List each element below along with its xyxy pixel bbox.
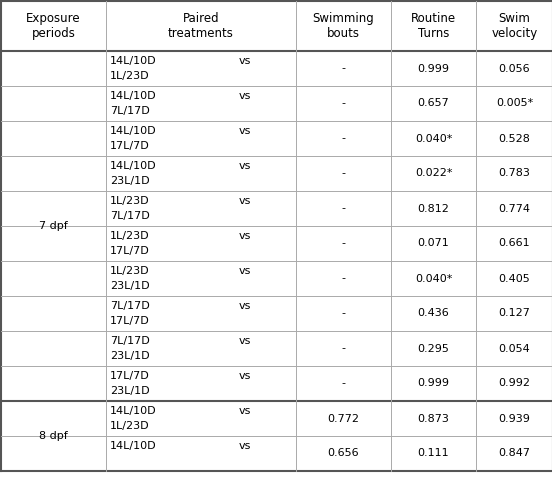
Text: 7L/17D: 7L/17D <box>110 211 150 221</box>
Text: 0.040*: 0.040* <box>415 133 452 144</box>
Text: 0.656: 0.656 <box>328 448 359 458</box>
Text: 1L/23D: 1L/23D <box>110 231 150 241</box>
Text: -: - <box>342 239 346 249</box>
Text: 0.657: 0.657 <box>418 98 449 108</box>
Text: 23L/1D: 23L/1D <box>110 281 150 291</box>
Text: vs: vs <box>239 301 251 311</box>
Text: vs: vs <box>239 266 251 276</box>
Text: 0.999: 0.999 <box>417 379 449 388</box>
Text: 14L/10D: 14L/10D <box>110 126 157 136</box>
Text: -: - <box>342 379 346 388</box>
Text: 23L/1D: 23L/1D <box>110 176 150 186</box>
Text: 0.661: 0.661 <box>498 239 530 249</box>
Text: 17L/7D: 17L/7D <box>110 371 150 381</box>
Text: -: - <box>342 309 346 319</box>
Text: 17L/7D: 17L/7D <box>110 246 150 256</box>
Text: 0.054: 0.054 <box>498 344 530 353</box>
Text: vs: vs <box>239 441 251 451</box>
Text: 14L/10D: 14L/10D <box>110 91 157 101</box>
Text: 7L/17D: 7L/17D <box>110 336 150 346</box>
Text: vs: vs <box>239 56 251 66</box>
Text: 0.127: 0.127 <box>498 309 530 319</box>
Text: Paired
treatments: Paired treatments <box>168 12 234 40</box>
Text: 0.111: 0.111 <box>418 448 449 458</box>
Text: 0.295: 0.295 <box>417 344 449 353</box>
Text: 17L/7D: 17L/7D <box>110 141 150 151</box>
Text: 0.022*: 0.022* <box>415 168 452 179</box>
Text: 0.873: 0.873 <box>417 413 449 423</box>
Text: vs: vs <box>239 336 251 346</box>
Text: vs: vs <box>239 371 251 381</box>
Text: 1L/23D: 1L/23D <box>110 71 150 81</box>
Text: 0.005*: 0.005* <box>496 98 533 108</box>
Text: 7 dpf: 7 dpf <box>39 221 68 231</box>
Text: -: - <box>342 204 346 214</box>
Text: vs: vs <box>239 196 251 206</box>
Text: 0.436: 0.436 <box>418 309 449 319</box>
Text: 0.992: 0.992 <box>498 379 530 388</box>
Text: -: - <box>342 168 346 179</box>
Text: 0.783: 0.783 <box>498 168 530 179</box>
Text: 0.405: 0.405 <box>498 274 530 284</box>
Text: 1L/23D: 1L/23D <box>110 421 150 431</box>
Text: -: - <box>342 63 346 73</box>
Text: 0.528: 0.528 <box>498 133 530 144</box>
Text: vs: vs <box>239 161 251 171</box>
Text: Swim
velocity: Swim velocity <box>491 12 538 40</box>
Text: 14L/10D: 14L/10D <box>110 161 157 171</box>
Text: Swimming
bouts: Swimming bouts <box>312 12 374 40</box>
Text: 14L/10D: 14L/10D <box>110 406 157 416</box>
Text: 7L/17D: 7L/17D <box>110 301 150 311</box>
Text: 0.939: 0.939 <box>498 413 530 423</box>
Text: -: - <box>342 98 346 108</box>
Text: 23L/1D: 23L/1D <box>110 351 150 361</box>
Text: vs: vs <box>239 126 251 136</box>
Text: 17L/7D: 17L/7D <box>110 316 150 326</box>
Text: -: - <box>342 344 346 353</box>
Text: Routine
Turns: Routine Turns <box>411 12 456 40</box>
Text: 0.812: 0.812 <box>417 204 449 214</box>
Text: 14L/10D: 14L/10D <box>110 56 157 66</box>
Text: -: - <box>342 133 346 144</box>
Text: vs: vs <box>239 406 251 416</box>
Text: 14L/10D: 14L/10D <box>110 441 157 451</box>
Text: vs: vs <box>239 91 251 101</box>
Text: 0.999: 0.999 <box>417 63 449 73</box>
Text: 0.040*: 0.040* <box>415 274 452 284</box>
Text: 1L/23D: 1L/23D <box>110 266 150 276</box>
Text: 0.774: 0.774 <box>498 204 530 214</box>
Text: 0.847: 0.847 <box>498 448 530 458</box>
Text: vs: vs <box>239 231 251 241</box>
Text: 23L/1D: 23L/1D <box>110 386 150 396</box>
Text: 7L/17D: 7L/17D <box>110 106 150 116</box>
Text: 0.772: 0.772 <box>327 413 359 423</box>
Text: 0.071: 0.071 <box>418 239 449 249</box>
Text: -: - <box>342 274 346 284</box>
Text: 1L/23D: 1L/23D <box>110 196 150 206</box>
Text: 8 dpf: 8 dpf <box>39 431 68 441</box>
Text: Exposure
periods: Exposure periods <box>26 12 81 40</box>
Text: 0.056: 0.056 <box>498 63 530 73</box>
